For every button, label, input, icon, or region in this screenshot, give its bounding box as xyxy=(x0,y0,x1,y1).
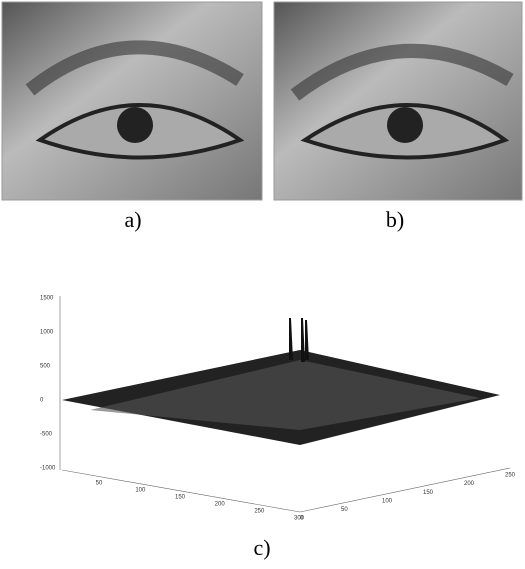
y-tick-label: 200 xyxy=(464,481,475,487)
x-tick-label: 150 xyxy=(175,495,186,501)
x-tick-label: 200 xyxy=(215,502,226,508)
x-tick-label: 50 xyxy=(96,481,103,487)
y-tick-label: 50 xyxy=(341,507,348,513)
panel-label: c) xyxy=(253,535,270,560)
x-tick-label: 100 xyxy=(135,488,146,494)
figure: a) b) c) 1500 1000 500 0 -500 -1000 50 100 150 20… xyxy=(0,0,525,569)
z-tick-label: 1000 xyxy=(40,330,54,336)
panel-label: a) xyxy=(124,207,141,232)
photo-b xyxy=(274,2,522,200)
z-tick-label: 0 xyxy=(40,398,44,404)
y-tick-label: 100 xyxy=(382,498,393,504)
photo-a xyxy=(2,2,262,200)
z-tick-label: -1000 xyxy=(40,466,56,472)
z-tick-label: -500 xyxy=(40,432,53,438)
z-tick-label: 500 xyxy=(40,364,51,370)
z-tick-label: 1500 xyxy=(40,296,54,302)
x-tick-label: 250 xyxy=(254,509,265,515)
y-tick-label: 250 xyxy=(505,473,516,479)
surface xyxy=(60,296,510,512)
y-tick-label: 150 xyxy=(423,490,434,496)
panel-label: b) xyxy=(386,207,404,232)
